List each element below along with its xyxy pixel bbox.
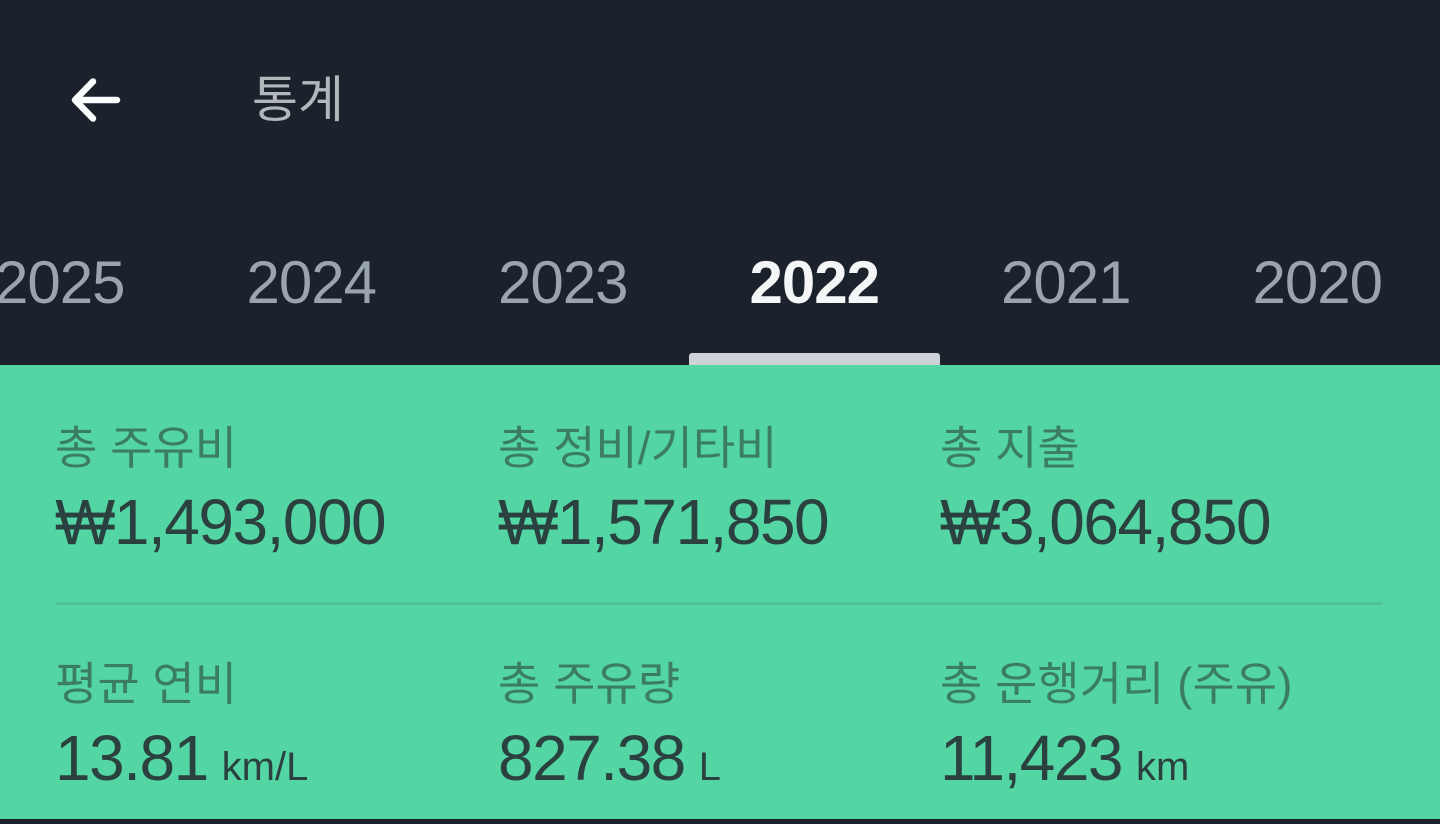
stats-panel: 총 주유비 ₩1,493,000 총 정비/기타비 ₩1,571,850 총 지…	[0, 365, 1440, 819]
stat-total-fuel-volume: 총 주유량 827.38 L	[498, 661, 940, 800]
back-button[interactable]	[66, 70, 126, 130]
tab-label: 2022	[749, 249, 880, 316]
app-bar: 통계	[0, 0, 1440, 200]
stats-row-fuel: 평균 연비 13.81 km/L 총 주유량 827.38 L 총 운행거리 (주유…	[0, 605, 1440, 800]
stat-total-expense: 총 지출 ₩3,064,850	[940, 425, 1440, 564]
stats-divider	[55, 602, 1383, 605]
tab-2020[interactable]: 2020	[1192, 200, 1440, 365]
tab-label: 2023	[498, 249, 628, 316]
tab-label: 2021	[1001, 249, 1131, 316]
arrow-left-icon	[67, 71, 125, 129]
stat-unit: km/L	[221, 745, 309, 789]
tab-2023[interactable]: 2023	[437, 200, 689, 365]
stat-unit: km	[1136, 745, 1190, 789]
stat-label: 평균 연비	[55, 658, 238, 710]
stat-label: 총 주유비	[55, 422, 238, 474]
stat-value: 827.38 L	[498, 722, 721, 794]
stat-total-maintenance-cost: 총 정비/기타비 ₩1,571,850	[498, 425, 940, 564]
tab-2021[interactable]: 2021	[940, 200, 1192, 365]
stat-label: 총 정비/기타비	[498, 422, 778, 474]
stat-label: 총 운행거리 (주유)	[940, 658, 1293, 710]
stats-row-totals: 총 주유비 ₩1,493,000 총 정비/기타비 ₩1,571,850 총 지…	[0, 365, 1440, 564]
stat-value: ₩3,064,850	[940, 486, 1272, 558]
tab-2024[interactable]: 2024	[186, 200, 438, 365]
next-section-edge	[0, 819, 1440, 824]
tab-2025[interactable]: 2025	[0, 200, 186, 365]
year-tabbar: 2025 2024 2023 2022 2021 2020	[0, 200, 1440, 365]
stat-value: ₩1,493,000	[55, 486, 387, 558]
stat-unit: L	[698, 745, 721, 789]
stat-label: 총 주유량	[498, 658, 681, 710]
tab-label: 2024	[246, 249, 377, 316]
tab-label: 2025	[0, 249, 125, 316]
stat-value: 11,423 km	[940, 722, 1190, 794]
stat-total-distance: 총 운행거리 (주유) 11,423 km	[940, 661, 1440, 800]
active-tab-indicator	[688, 353, 940, 365]
tab-label: 2020	[1252, 249, 1383, 316]
stat-value: ₩1,571,850	[498, 486, 830, 558]
stat-total-fuel-cost: 총 주유비 ₩1,493,000	[55, 425, 498, 564]
page-title: 통계	[252, 72, 344, 128]
stat-label: 총 지출	[940, 422, 1080, 474]
tab-2022[interactable]: 2022	[688, 200, 940, 365]
stat-value: 13.81 km/L	[55, 722, 309, 794]
stat-average-fuel-economy: 평균 연비 13.81 km/L	[55, 661, 498, 800]
